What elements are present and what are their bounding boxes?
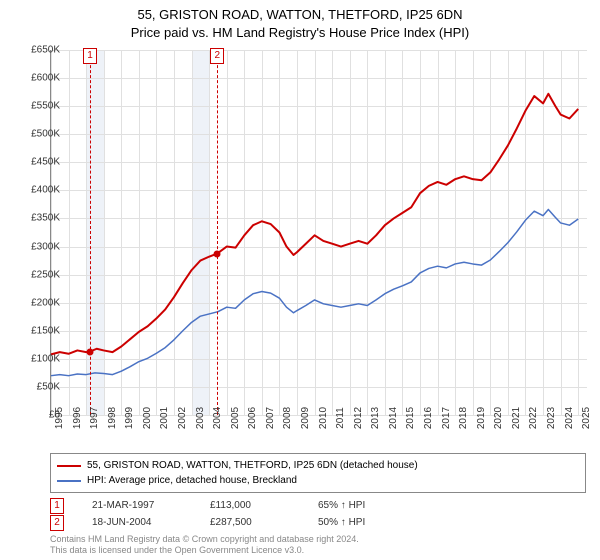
event-date: 18-JUN-2004 bbox=[92, 517, 182, 528]
x-axis-label: 2002 bbox=[177, 407, 188, 429]
event-marker-box: 1 bbox=[83, 48, 97, 64]
x-axis-label: 2013 bbox=[370, 407, 381, 429]
y-axis-label: £250K bbox=[12, 269, 60, 280]
x-axis-label: 2018 bbox=[458, 407, 469, 429]
x-axis-label: 2022 bbox=[528, 407, 539, 429]
y-axis-label: £400K bbox=[12, 185, 60, 196]
y-axis-label: £550K bbox=[12, 101, 60, 112]
event-date: 21-MAR-1997 bbox=[92, 500, 182, 511]
event-pct: 50% ↑ HPI bbox=[318, 517, 365, 528]
title-line2: Price paid vs. HM Land Registry's House … bbox=[0, 24, 600, 42]
event-marker-line bbox=[217, 50, 218, 415]
x-axis-label: 2023 bbox=[546, 407, 557, 429]
event-marker-box: 2 bbox=[210, 48, 224, 64]
y-axis-label: £150K bbox=[12, 325, 60, 336]
event-dot bbox=[87, 348, 94, 355]
x-axis-label: 2024 bbox=[564, 407, 575, 429]
y-axis-label: £50K bbox=[12, 381, 60, 392]
legend-label: HPI: Average price, detached house, Brec… bbox=[87, 473, 297, 488]
x-axis-label: 2000 bbox=[142, 407, 153, 429]
x-axis-label: 2004 bbox=[212, 407, 223, 429]
x-axis-label: 2019 bbox=[476, 407, 487, 429]
x-axis-label: 2017 bbox=[441, 407, 452, 429]
y-axis-label: £300K bbox=[12, 241, 60, 252]
x-axis-label: 2008 bbox=[282, 407, 293, 429]
y-axis-label: £600K bbox=[12, 73, 60, 84]
event-marker-line bbox=[90, 50, 91, 415]
x-axis-label: 2012 bbox=[353, 407, 364, 429]
x-axis-label: 1998 bbox=[107, 407, 118, 429]
legend-item: HPI: Average price, detached house, Brec… bbox=[57, 473, 579, 488]
x-axis-label: 2014 bbox=[388, 407, 399, 429]
event-num-box: 2 bbox=[50, 515, 64, 531]
y-axis-label: £0 bbox=[12, 410, 60, 421]
legend-label: 55, GRISTON ROAD, WATTON, THETFORD, IP25… bbox=[87, 458, 418, 473]
x-axis-label: 2010 bbox=[318, 407, 329, 429]
legend-swatch bbox=[57, 465, 81, 467]
event-price: £113,000 bbox=[210, 500, 290, 511]
events-table: 1 21-MAR-1997 £113,000 65% ↑ HPI 2 18-JUN-200… bbox=[50, 497, 365, 531]
x-axis-label: 2016 bbox=[423, 407, 434, 429]
y-axis-label: £500K bbox=[12, 129, 60, 140]
x-axis-label: 2006 bbox=[247, 407, 258, 429]
legend-swatch bbox=[57, 480, 81, 482]
legend-box: 55, GRISTON ROAD, WATTON, THETFORD, IP25… bbox=[50, 453, 586, 493]
x-axis-label: 1995 bbox=[54, 407, 65, 429]
x-axis-label: 2015 bbox=[405, 407, 416, 429]
y-axis-label: £450K bbox=[12, 157, 60, 168]
x-axis-label: 2025 bbox=[581, 407, 592, 429]
series-line bbox=[51, 94, 578, 355]
x-axis-label: 1997 bbox=[89, 407, 100, 429]
x-axis-label: 2001 bbox=[159, 407, 170, 429]
x-axis-label: 2005 bbox=[230, 407, 241, 429]
x-axis-label: 2011 bbox=[335, 407, 346, 429]
x-axis-label: 2003 bbox=[195, 407, 206, 429]
footer-text: Contains HM Land Registry data © Crown c… bbox=[50, 534, 359, 557]
footer-line2: This data is licensed under the Open Gov… bbox=[50, 545, 359, 556]
event-price: £287,500 bbox=[210, 517, 290, 528]
event-pct: 65% ↑ HPI bbox=[318, 500, 365, 511]
chart-container: 55, GRISTON ROAD, WATTON, THETFORD, IP25… bbox=[0, 0, 600, 560]
x-axis-label: 2009 bbox=[300, 407, 311, 429]
x-axis-label: 2007 bbox=[265, 407, 276, 429]
y-axis-label: £350K bbox=[12, 213, 60, 224]
x-axis-label: 1996 bbox=[72, 407, 83, 429]
x-axis-label: 1999 bbox=[124, 407, 135, 429]
y-axis-label: £650K bbox=[12, 45, 60, 56]
event-num-box: 1 bbox=[50, 498, 64, 514]
footer-line1: Contains HM Land Registry data © Crown c… bbox=[50, 534, 359, 545]
y-axis-label: £200K bbox=[12, 297, 60, 308]
x-axis-label: 2021 bbox=[511, 407, 522, 429]
legend-item: 55, GRISTON ROAD, WATTON, THETFORD, IP25… bbox=[57, 458, 579, 473]
chart-title: 55, GRISTON ROAD, WATTON, THETFORD, IP25… bbox=[0, 0, 600, 41]
event-row: 2 18-JUN-2004 £287,500 50% ↑ HPI bbox=[50, 514, 365, 531]
line-series-svg bbox=[51, 50, 587, 415]
x-axis-label: 2020 bbox=[493, 407, 504, 429]
plot-area: 12 bbox=[50, 50, 587, 416]
event-dot bbox=[214, 250, 221, 257]
event-row: 1 21-MAR-1997 £113,000 65% ↑ HPI bbox=[50, 497, 365, 514]
y-axis-label: £100K bbox=[12, 353, 60, 364]
title-line1: 55, GRISTON ROAD, WATTON, THETFORD, IP25… bbox=[0, 6, 600, 24]
